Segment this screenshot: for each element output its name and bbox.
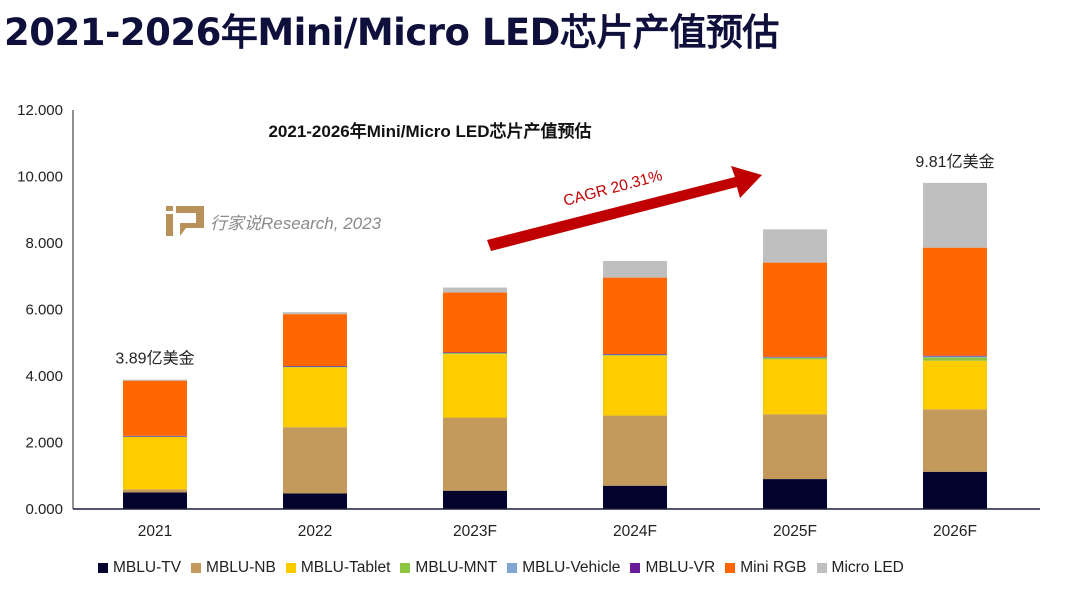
y-tick-label: 4.000 bbox=[25, 368, 63, 385]
bar-segment-mblu-tablet bbox=[763, 359, 827, 415]
legend-swatch bbox=[507, 563, 518, 573]
bar-segment-mblu-vr bbox=[123, 435, 187, 437]
bar-segment-mblu-nb bbox=[283, 427, 347, 494]
bar-segment-mblu-vehicle bbox=[283, 366, 347, 367]
legend-label: MBLU-NB bbox=[206, 559, 276, 576]
legend-swatch bbox=[816, 563, 827, 573]
bar-segment-mblu-nb bbox=[603, 415, 667, 486]
bar-segment-mini-rgb bbox=[763, 262, 827, 357]
bar-segment-mini-rgb bbox=[603, 277, 667, 355]
legend-swatch bbox=[285, 563, 296, 573]
bar-segment-mblu-tablet bbox=[603, 355, 667, 416]
cagr-arrow bbox=[487, 166, 762, 251]
bar-segment-micro-led bbox=[443, 287, 507, 293]
bar-segment-micro-led bbox=[603, 260, 667, 278]
chart-title: 2021-2026年Mini/Micro LED芯片产值预估 bbox=[268, 121, 591, 141]
bar-segment-mini-rgb bbox=[923, 247, 987, 356]
legend-swatch bbox=[725, 563, 736, 573]
bar-segment-micro-led bbox=[923, 182, 987, 248]
y-tick-label: 0.000 bbox=[25, 501, 63, 518]
legend-swatch bbox=[98, 563, 108, 573]
bar-segment-mini-rgb bbox=[443, 292, 507, 353]
bar-segment-mblu-tv bbox=[923, 471, 987, 509]
chart-legend: MBLU-TV MBLU-NB MBLU-Tablet MBLU-MNT MBLU-Ve… bbox=[98, 559, 914, 577]
bar-segment-mblu-mnt bbox=[923, 357, 987, 361]
bar-segment-micro-led bbox=[283, 312, 347, 315]
watermark-logo: 行家说Research, 2023 bbox=[166, 206, 381, 236]
legend-swatch bbox=[191, 563, 202, 573]
bar-segment-mblu-tv bbox=[763, 479, 827, 509]
bar-segment-mblu-tv bbox=[123, 492, 187, 509]
legend-item: MBLU-Vehicle bbox=[507, 559, 620, 577]
total-label: 3.89亿美金 bbox=[115, 350, 194, 368]
legend-label: MBLU-MNT bbox=[415, 559, 498, 576]
bar-segment-mblu-vehicle bbox=[603, 354, 667, 355]
y-tick-label: 12.000 bbox=[17, 102, 63, 119]
bar-segment-mblu-vehicle bbox=[923, 356, 987, 358]
x-tick-label: 2025F bbox=[773, 523, 817, 540]
bar-segment-mblu-nb bbox=[763, 414, 827, 480]
legend-item: MBLU-NB bbox=[191, 559, 276, 577]
y-tick-label: 10.000 bbox=[17, 169, 63, 186]
x-tick-label: 2026F bbox=[933, 523, 977, 540]
legend-item: MBLU-TV bbox=[98, 559, 181, 577]
logo-icon bbox=[166, 206, 204, 236]
y-tick-label: 2.000 bbox=[25, 435, 63, 452]
bar-segment-mblu-tablet bbox=[443, 354, 507, 418]
x-tick-label: 2022 bbox=[298, 523, 332, 540]
bar-segment-mini-rgb bbox=[283, 314, 347, 367]
bar-segment-mblu-tablet bbox=[123, 436, 187, 490]
bar-segment-mblu-nb bbox=[923, 409, 987, 472]
legend-item: Mini RGB bbox=[725, 559, 807, 577]
bar-segment-mblu-tv bbox=[443, 490, 507, 509]
bar-segment-micro-led bbox=[123, 379, 187, 381]
legend-item: Micro LED bbox=[816, 559, 904, 577]
bar-segment-mblu-nb bbox=[123, 489, 187, 493]
bar-segment-mblu-mnt bbox=[603, 354, 667, 356]
legend-label: MBLU-VR bbox=[645, 559, 716, 576]
bar-segment-mblu-vr bbox=[283, 366, 347, 367]
total-label: 9.81亿美金 bbox=[915, 153, 994, 171]
bar-segment-mblu-vehicle bbox=[763, 357, 827, 358]
legend-item: MBLU-MNT bbox=[400, 559, 497, 577]
legend-label: MBLU-Tablet bbox=[300, 559, 391, 576]
bar-segment-mblu-mnt bbox=[443, 353, 507, 355]
bar-segment-mblu-tv bbox=[603, 485, 667, 509]
bar-segment-mblu-vehicle bbox=[123, 436, 187, 437]
bar-segment-mblu-tv bbox=[283, 493, 347, 509]
x-tick-label: 2021 bbox=[138, 523, 172, 540]
bar-segment-mini-rgb bbox=[123, 380, 187, 436]
x-tick-label: 2024F bbox=[613, 523, 657, 540]
bar-segment-mblu-vehicle bbox=[443, 352, 507, 354]
bar-segment-mblu-mnt bbox=[123, 436, 187, 438]
bar-segment-mblu-vr bbox=[603, 354, 667, 355]
bar-segment-mblu-mnt bbox=[763, 357, 827, 360]
legend-label: Micro LED bbox=[831, 559, 904, 576]
legend-swatch bbox=[630, 563, 641, 573]
legend-label: MBLU-TV bbox=[113, 559, 182, 576]
bar-segment-mblu-vr bbox=[763, 356, 827, 358]
bar-segment-mblu-tablet bbox=[283, 367, 347, 428]
bar-segment-mblu-nb bbox=[443, 417, 507, 491]
bar-segment-mblu-tablet bbox=[923, 360, 987, 410]
watermark-text: 行家说Research, 2023 bbox=[210, 213, 382, 233]
bar-segment-mblu-vr bbox=[923, 355, 987, 357]
legend-item: MBLU-VR bbox=[630, 559, 715, 577]
bar-segment-micro-led bbox=[763, 229, 827, 263]
y-tick-label: 8.000 bbox=[25, 235, 63, 252]
bar-segment-mblu-vr bbox=[443, 352, 507, 353]
legend-label: Mini RGB bbox=[740, 559, 807, 576]
legend-label: MBLU-Vehicle bbox=[522, 559, 621, 576]
y-tick-label: 6.000 bbox=[25, 302, 63, 319]
x-tick-label: 2023F bbox=[453, 523, 497, 540]
legend-item: MBLU-Tablet bbox=[285, 559, 391, 577]
page-title: 2021-2026年Mini/Micro LED芯片产值预估 bbox=[4, 11, 779, 54]
bar-segment-mblu-mnt bbox=[283, 366, 347, 368]
legend-swatch bbox=[400, 563, 411, 573]
